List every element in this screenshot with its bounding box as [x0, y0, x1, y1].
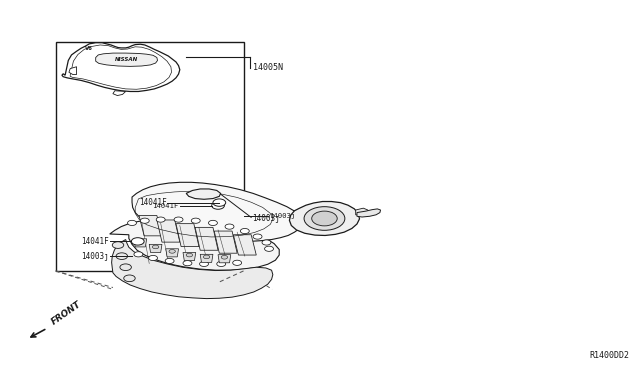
Polygon shape: [186, 189, 221, 199]
Circle shape: [186, 253, 193, 257]
Circle shape: [127, 220, 136, 225]
Text: V6: V6: [85, 46, 93, 51]
Text: 14003ȷ: 14003ȷ: [81, 251, 108, 261]
Polygon shape: [200, 254, 213, 262]
Polygon shape: [214, 231, 237, 253]
Polygon shape: [113, 91, 125, 96]
Circle shape: [183, 260, 192, 266]
Circle shape: [209, 220, 218, 225]
Circle shape: [134, 252, 143, 257]
Text: 14005N: 14005N: [253, 63, 283, 72]
Circle shape: [225, 224, 234, 229]
Circle shape: [213, 199, 226, 206]
Circle shape: [204, 255, 210, 259]
Circle shape: [165, 259, 174, 263]
Polygon shape: [69, 67, 77, 74]
Polygon shape: [166, 249, 179, 257]
Circle shape: [241, 228, 249, 234]
Text: R1400DD2: R1400DD2: [589, 351, 629, 360]
Text: NISSAN: NISSAN: [115, 57, 138, 62]
Circle shape: [233, 260, 242, 265]
Polygon shape: [134, 239, 147, 247]
Polygon shape: [96, 53, 157, 66]
Polygon shape: [149, 244, 162, 253]
Bar: [56, 42, 244, 271]
Circle shape: [131, 238, 144, 245]
Polygon shape: [183, 253, 196, 260]
Circle shape: [304, 207, 345, 230]
Circle shape: [148, 256, 157, 260]
Circle shape: [156, 217, 165, 222]
Text: 14041F: 14041F: [152, 203, 179, 209]
Circle shape: [120, 264, 131, 270]
Polygon shape: [234, 235, 256, 255]
Circle shape: [200, 261, 209, 266]
Polygon shape: [195, 227, 218, 250]
Polygon shape: [289, 202, 360, 235]
Circle shape: [191, 218, 200, 223]
Text: 14041F: 14041F: [140, 198, 167, 207]
Circle shape: [169, 250, 175, 253]
Circle shape: [264, 246, 273, 251]
Text: 14041F: 14041F: [81, 237, 108, 246]
Polygon shape: [139, 215, 162, 236]
Polygon shape: [132, 182, 302, 241]
Polygon shape: [176, 224, 199, 247]
Circle shape: [116, 253, 127, 260]
Circle shape: [174, 217, 183, 222]
Text: FRONT: FRONT: [50, 300, 83, 327]
Circle shape: [253, 234, 262, 239]
Circle shape: [212, 202, 225, 209]
Circle shape: [112, 242, 124, 248]
Polygon shape: [62, 43, 180, 92]
Circle shape: [217, 261, 226, 266]
Polygon shape: [111, 240, 273, 299]
Polygon shape: [356, 208, 368, 215]
Polygon shape: [357, 209, 381, 217]
Polygon shape: [218, 255, 231, 263]
Circle shape: [221, 256, 228, 259]
Text: 14003ȷ: 14003ȷ: [252, 214, 280, 222]
Circle shape: [140, 218, 149, 223]
Circle shape: [124, 275, 135, 282]
Circle shape: [312, 211, 337, 226]
Polygon shape: [109, 219, 279, 270]
Circle shape: [262, 240, 271, 245]
Text: 14003ȷ: 14003ȷ: [269, 212, 295, 218]
Circle shape: [137, 240, 143, 243]
Polygon shape: [157, 220, 180, 242]
Circle shape: [152, 245, 159, 249]
